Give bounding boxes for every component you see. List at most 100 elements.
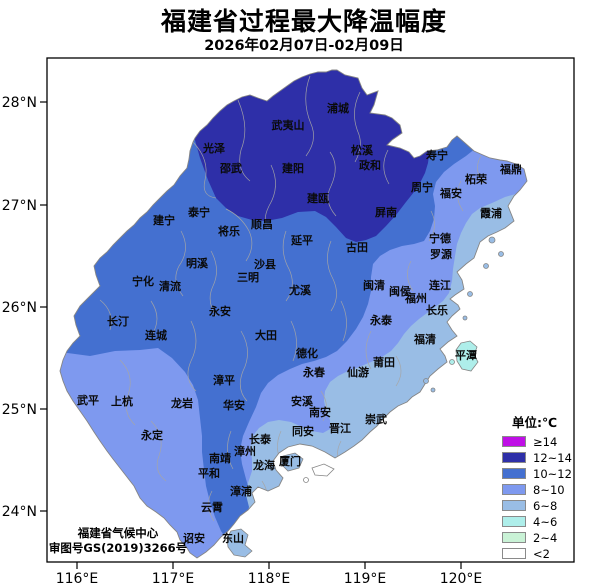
- legend-item: 6~8: [502, 498, 602, 513]
- coastal-islet: [467, 291, 473, 297]
- legend-swatch: [502, 484, 526, 495]
- lon-tick-label: 118°E: [248, 571, 291, 587]
- kinmen-island: [311, 463, 335, 477]
- coastal-islet: [483, 263, 489, 269]
- map-label-仙游: 仙游: [347, 365, 369, 379]
- map-label-松溪: 松溪: [351, 143, 374, 157]
- legend-label: <2: [533, 546, 550, 561]
- map-label-永安: 永安: [208, 304, 231, 318]
- lon-tick-label: 116°E: [56, 571, 99, 587]
- map-label-将乐: 将乐: [218, 224, 240, 238]
- map-label-寿宁: 寿宁: [426, 148, 448, 162]
- legend-label: 12~14: [533, 450, 572, 465]
- map-label-龙海: 龙海: [252, 458, 275, 472]
- map-label-浦城: 浦城: [327, 101, 349, 115]
- map-label-屏南: 屏南: [375, 205, 397, 219]
- legend-swatch: [502, 500, 526, 511]
- lat-tick-label: 28°N: [2, 95, 37, 111]
- map-label-古田: 古田: [346, 240, 368, 254]
- map-label-德化: 德化: [295, 346, 318, 360]
- map-label-福安: 福安: [439, 186, 462, 200]
- legend-label: 4~6: [533, 514, 558, 529]
- coastal-islet: [430, 387, 436, 393]
- lon-tick-label: 120°E: [440, 571, 483, 587]
- legend-item: 12~14: [502, 450, 602, 465]
- map-label-大田: 大田: [255, 328, 277, 342]
- lat-tick-label: 26°N: [2, 300, 37, 316]
- map-label-福鼎: 福鼎: [499, 162, 522, 176]
- legend-item: 10~12: [502, 466, 602, 481]
- map-label-明溪: 明溪: [186, 256, 209, 270]
- lat-tick-label: 24°N: [2, 504, 37, 520]
- map-label-罗源: 罗源: [430, 247, 452, 261]
- map-label-诏安: 诏安: [183, 531, 205, 545]
- map-label-福清: 福清: [413, 332, 436, 346]
- page-title: 福建省过程最大降温幅度: [160, 7, 447, 36]
- map-label-尤溪: 尤溪: [288, 283, 312, 297]
- map-legend: 单位:℃ ≥14 12~14 10~12 8~10 6~8 4~6 2~4 <2: [502, 412, 602, 564]
- zone-12-14: [178, 70, 430, 242]
- legend-item: 4~6: [502, 514, 602, 529]
- lon-tick-label: 117°E: [152, 571, 195, 587]
- legend-label: 8~10: [533, 482, 565, 497]
- county-boundaries: [99, 75, 484, 522]
- legend-swatch: [502, 452, 526, 463]
- map-label-永泰: 永泰: [369, 313, 393, 327]
- legend-item: 8~10: [502, 482, 602, 497]
- map-label-沙县: 沙县: [254, 258, 276, 271]
- lat-tick-label: 25°N: [2, 402, 37, 418]
- legend-label: 2~4: [533, 530, 558, 545]
- coastal-islet: [462, 315, 468, 321]
- map-label-长泰: 长泰: [249, 432, 272, 446]
- coastal-islet: [488, 236, 496, 244]
- kinmen-islet: [303, 477, 309, 483]
- map-label-闽侯: 闽侯: [389, 284, 412, 298]
- map-label-泰宁: 泰宁: [187, 205, 210, 219]
- map-label-龙岩: 龙岩: [170, 396, 193, 410]
- province-outline: [59, 69, 528, 559]
- map-label-云霄: 云霄: [201, 500, 223, 514]
- legend-swatch: [502, 436, 526, 447]
- legend-swatch: [502, 532, 526, 543]
- plot-border: [46, 57, 575, 563]
- coastal-islet: [498, 251, 504, 257]
- map-label-崇武: 崇武: [365, 412, 387, 426]
- map-label-顺昌: 顺昌: [251, 217, 273, 231]
- legend-label: 6~8: [533, 498, 558, 513]
- legend-swatch: [502, 468, 526, 479]
- legend-title: 单位:℃: [512, 415, 558, 430]
- map-label-上杭: 上杭: [111, 394, 133, 408]
- map-label-厦门: 厦门: [279, 454, 301, 468]
- lat-tick-label: 27°N: [2, 198, 37, 214]
- map-label-平和: 平和: [198, 466, 220, 480]
- map-label-华安: 华安: [223, 398, 245, 412]
- map-label-连城: 连城: [145, 328, 167, 342]
- legend-label: 10~12: [533, 466, 572, 481]
- map-label-光泽: 光泽: [202, 141, 225, 155]
- map-label-同安: 同安: [292, 424, 314, 438]
- map-label-闽清: 闽清: [363, 278, 385, 292]
- attribution-line1: 福建省气候中心: [77, 526, 159, 540]
- map-label-清流: 清流: [159, 279, 181, 293]
- map-label-永定: 永定: [140, 428, 163, 442]
- map-label-漳州: 漳州: [234, 444, 256, 458]
- map-label-建宁: 建宁: [153, 213, 175, 227]
- legend-swatch: [502, 548, 526, 559]
- map-label-三明: 三明: [237, 271, 259, 284]
- map-label-长乐: 长乐: [426, 303, 448, 317]
- map-label-连江: 连江: [429, 278, 451, 292]
- legend-item: 2~4: [502, 530, 602, 545]
- map-label-建阳: 建阳: [282, 161, 304, 175]
- legend-swatch: [502, 516, 526, 527]
- map-label-建瓯: 建瓯: [307, 191, 329, 205]
- xiamen-island: [280, 452, 304, 472]
- pingtan-island: [455, 340, 479, 372]
- map-label-漳浦: 漳浦: [230, 484, 252, 498]
- map-label-邵武: 邵武: [219, 161, 242, 175]
- map-label-延平: 延平: [290, 233, 313, 247]
- map-label-漳平: 漳平: [213, 373, 235, 387]
- map-label-安溪: 安溪: [291, 394, 314, 408]
- page-subtitle: 2026年02月07日-02月09日: [204, 38, 404, 54]
